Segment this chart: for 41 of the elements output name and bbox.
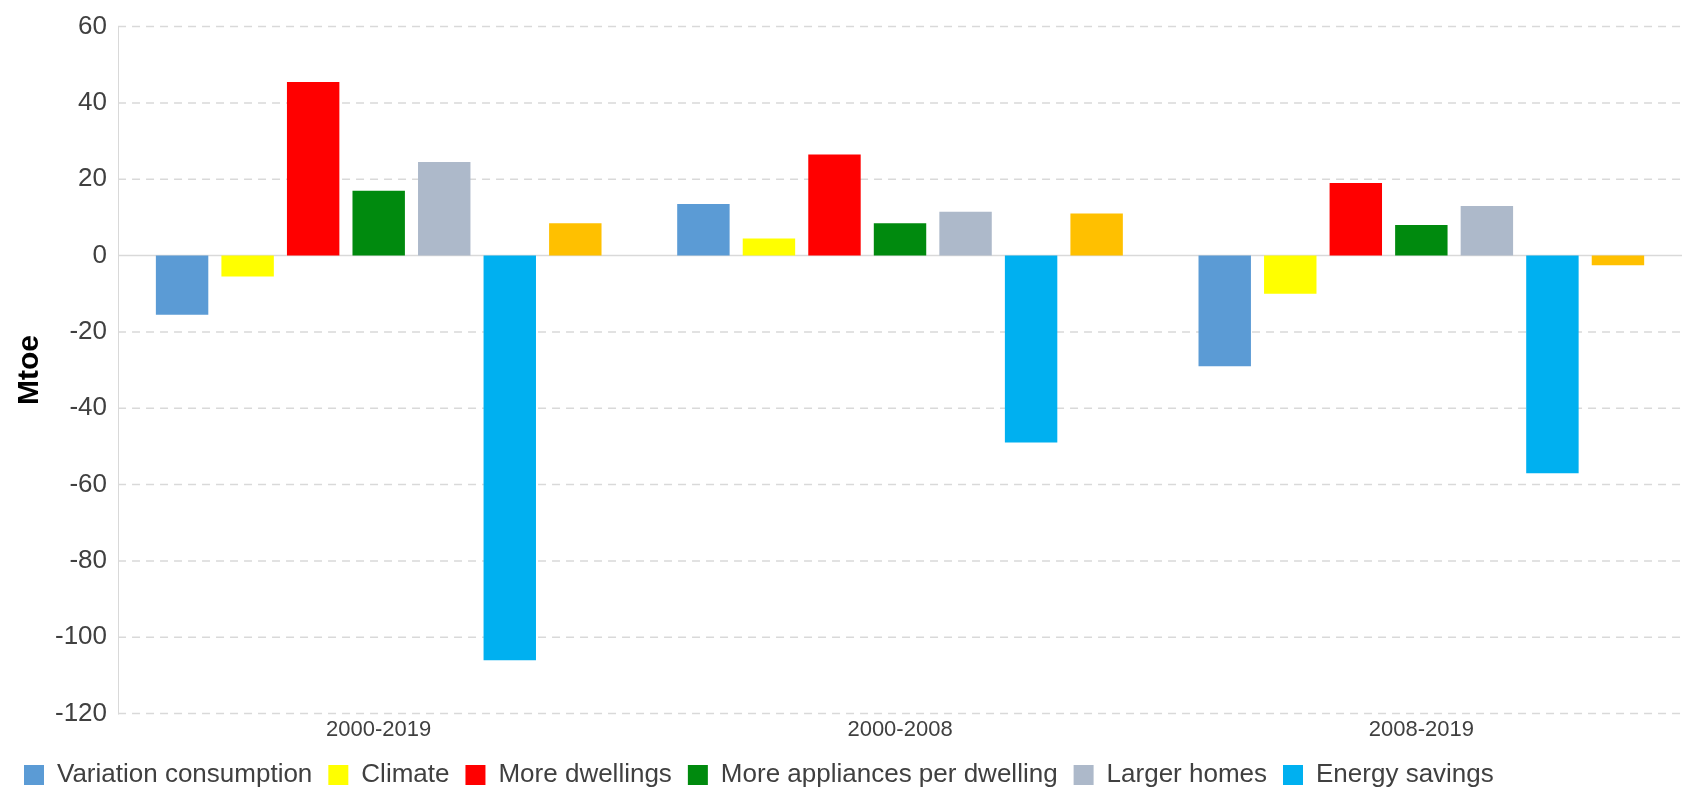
bar [155,255,209,315]
bar [1591,255,1645,266]
y-tick-label: -40 [69,391,108,422]
legend-label: Larger homes [1106,758,1268,789]
bar [1395,225,1448,256]
bar [221,255,274,277]
bar [1070,213,1123,256]
bar [677,204,730,256]
bar [1198,255,1251,367]
bar [483,255,536,661]
bar [742,238,796,256]
legend-label: More appliances per dwelling [720,758,1058,789]
bar [549,223,602,256]
y-tick-label: 0 [92,238,108,269]
legend-label: Climate [361,758,450,789]
legend-label: Variation consumption [57,758,313,789]
bar [1264,255,1317,294]
y-tick-label: 40 [78,86,108,117]
bar [1460,205,1514,256]
bar [1329,183,1383,256]
y-tick-label: -60 [69,467,108,498]
bar [808,154,861,256]
y-tick-label: 60 [78,9,108,40]
bar [352,190,405,256]
y-tick-label: -80 [69,544,108,575]
legend-label: More dwellings [498,758,672,789]
y-tick-label: -120 [54,696,108,727]
x-tick-label: 2000-2008 [847,715,953,741]
bar [873,223,927,256]
x-tick-label: 2008-2019 [1368,715,1474,741]
y-tick-label: -100 [54,620,108,651]
y-axis-title: Mtoe [11,335,45,406]
bar [286,81,340,256]
bar [418,162,471,256]
bar [1004,255,1058,443]
bar [1526,255,1579,474]
legend-label: Energy savings [1316,758,1494,789]
y-tick-label: 20 [78,162,108,193]
bar [939,211,992,256]
y-tick-label: -20 [69,315,108,346]
x-tick-label: 2000-2019 [326,715,432,741]
